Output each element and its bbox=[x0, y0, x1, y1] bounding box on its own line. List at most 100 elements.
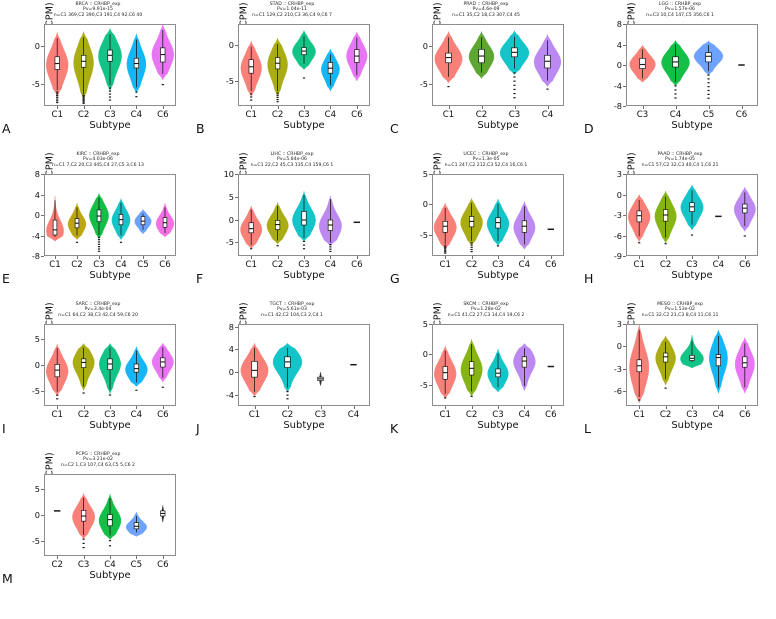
panel-title-cancer-gene: PCPG :: CRHBP_exp bbox=[75, 452, 121, 457]
panel-title: LIHC :: CRHBP_exp Pv=5.84e-06 n=C1 22,C2 4… bbox=[202, 152, 382, 168]
x-tick-mark bbox=[162, 556, 164, 559]
y-tick-mark bbox=[623, 256, 626, 257]
x-tick-label-C4: C4 bbox=[347, 410, 360, 420]
x-tick-label-C3: C3 bbox=[686, 410, 698, 420]
x-tick-label-C1: C1 bbox=[51, 110, 63, 120]
x-tick-mark bbox=[277, 106, 279, 109]
x-tick-label-C2: C2 bbox=[51, 560, 63, 570]
x-tick-mark bbox=[642, 106, 644, 109]
y-tick-mark bbox=[235, 174, 238, 175]
x-tick-label-C4: C4 bbox=[104, 560, 116, 570]
x-tick-label-C1: C1 bbox=[439, 410, 451, 420]
panel-title-counts: n=C1 32,C2 21,C3 8,C4 11,C6 11 bbox=[641, 312, 719, 318]
x-tick-mark bbox=[356, 106, 358, 109]
violin-series bbox=[54, 492, 166, 549]
panel-title-counts: n=C1 247,C2 212,C3 52,C4 16,C6 1 bbox=[444, 162, 528, 168]
y-tick-mark bbox=[623, 391, 626, 393]
violin-C2 bbox=[460, 197, 483, 253]
y-tick-label: 8 bbox=[616, 19, 622, 29]
x-tick-mark bbox=[481, 106, 483, 109]
y-tick-mark bbox=[429, 204, 432, 206]
x-axis-label: Subtype bbox=[89, 420, 131, 431]
panel-title-counts: n=C1 42,C2 104,C3 2,C4 1 bbox=[261, 312, 323, 318]
x-tick-mark bbox=[83, 106, 85, 109]
y-tick-label: 0 bbox=[228, 40, 234, 51]
x-tick-mark bbox=[143, 256, 144, 259]
panel-letter: D bbox=[584, 121, 594, 136]
y-tick-mark bbox=[429, 354, 432, 356]
x-tick-label-C1: C1 bbox=[245, 260, 257, 270]
x-tick-mark bbox=[675, 106, 677, 109]
violin-C4 bbox=[111, 197, 131, 243]
y-tick-mark bbox=[623, 215, 626, 216]
panel-title-cancer-gene: MESO :: CRHBP_exp bbox=[657, 302, 703, 307]
x-axis-label: Subtype bbox=[477, 120, 519, 131]
x-tick-mark bbox=[498, 256, 499, 259]
y-tick-label: -5 bbox=[225, 76, 234, 87]
x-axis-label: Subtype bbox=[477, 420, 519, 431]
panel-title-cancer-gene: BRCA :: CRHBP_exp bbox=[75, 2, 121, 7]
violin-C4 bbox=[533, 33, 562, 90]
y-tick-label: 0 bbox=[422, 199, 428, 210]
y-tick-mark bbox=[623, 24, 626, 25]
violin-series bbox=[434, 30, 562, 99]
panel-i-sarc: SARC :: CRHBP_exp Pv=3.4e-04 n=C1 64,C2 38… bbox=[0, 300, 194, 450]
y-tick-label: -3 bbox=[613, 210, 622, 220]
y-tick-label: 3 bbox=[616, 319, 622, 329]
panel-title-counts: n=C1 64,C2 38,C3 42,C4 59,C6 20 bbox=[58, 312, 138, 318]
x-tick-label-C1: C1 bbox=[442, 110, 455, 120]
panel-a-brca: BRCA :: CRHBP_exp Pv=9.91e-15 n=C1 369,C2 … bbox=[0, 0, 194, 150]
x-tick-mark bbox=[356, 256, 358, 259]
violin-C5 bbox=[693, 40, 724, 99]
x-tick-mark bbox=[665, 406, 667, 409]
violin-C4 bbox=[125, 346, 148, 391]
panel-letter: F bbox=[196, 271, 204, 286]
x-tick-label-C6: C6 bbox=[739, 410, 751, 420]
x-tick-label-C6: C6 bbox=[157, 410, 169, 420]
y-tick-mark bbox=[41, 194, 44, 196]
x-tick-label-C2: C2 bbox=[659, 260, 672, 270]
panel-title-cancer-gene: KIRC :: CRHBP_exp bbox=[76, 152, 120, 157]
x-tick-mark bbox=[498, 406, 499, 409]
y-tick-label: 5 bbox=[34, 334, 40, 345]
violin-series bbox=[240, 342, 357, 400]
panel-title-pvalue: Pv=1.74e-05 bbox=[665, 157, 695, 163]
y-tick-mark bbox=[41, 515, 44, 516]
violin-C3 bbox=[98, 27, 122, 101]
x-tick-label-C2: C2 bbox=[281, 410, 294, 420]
violin-C3 bbox=[72, 492, 95, 549]
violin-series bbox=[434, 339, 554, 400]
panel-title-counts: n=C2 1,C3 107,C4 63,C5 5,C6 2 bbox=[61, 462, 135, 468]
panel-h-paad: PAAD :: CRHBP_exp Pv=1.74e-05 n=C1 57,C2 3… bbox=[582, 150, 776, 300]
panel-title-cancer-gene: LIHC :: CRHBP_exp bbox=[270, 152, 314, 157]
y-tick-label: 4 bbox=[616, 39, 622, 50]
violin-C4 bbox=[661, 39, 690, 99]
violin-C3 bbox=[629, 44, 656, 83]
panel-title-pvalue: Pv=4.6e-09 bbox=[472, 7, 500, 13]
x-tick-mark bbox=[110, 556, 111, 559]
violin-series bbox=[629, 39, 745, 99]
panel-title: MESO :: CRHBP_exp Pv=1.53e-02 n=C1 32,C2 2… bbox=[590, 302, 770, 318]
x-tick-mark bbox=[330, 106, 332, 109]
violin-C3 bbox=[680, 335, 704, 369]
violin-C2 bbox=[654, 190, 677, 245]
violin-C4 bbox=[321, 48, 340, 92]
panel-title-cancer-gene: PAAD :: CRHBP_exp bbox=[657, 152, 703, 157]
y-tick-label: -5 bbox=[31, 385, 40, 396]
x-tick-mark bbox=[162, 406, 164, 409]
x-axis-label: Subtype bbox=[671, 420, 713, 431]
violin-C1 bbox=[434, 30, 463, 88]
x-tick-label-C6: C6 bbox=[351, 260, 363, 270]
x-tick-mark bbox=[99, 256, 100, 259]
violin-C1 bbox=[240, 342, 269, 398]
x-tick-label-C3: C3 bbox=[298, 110, 310, 120]
x-tick-label-C3: C3 bbox=[314, 410, 327, 420]
x-tick-mark bbox=[83, 406, 85, 409]
violin-C2 bbox=[72, 343, 95, 394]
x-tick-mark bbox=[471, 406, 473, 409]
x-axis-label: Subtype bbox=[283, 420, 325, 431]
panel-g-ucec: UCEC :: CRHBP_exp Pv=1.3e-05 n=C1 247,C2 2… bbox=[388, 150, 582, 300]
violin-C3 bbox=[317, 372, 324, 386]
panel-title-pvalue: Pv=1.53e-02 bbox=[665, 307, 695, 313]
